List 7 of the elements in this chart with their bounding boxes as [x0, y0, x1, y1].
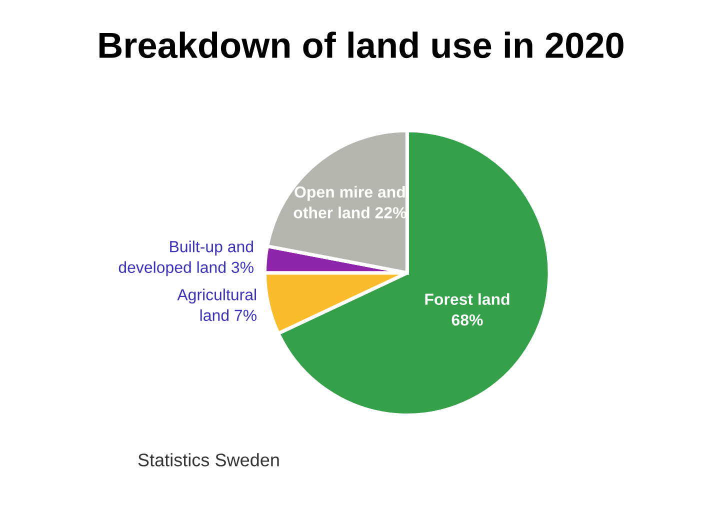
- chart-title: Breakdown of land use in 2020: [100, 32, 624, 58]
- slice-label: Agricultural land 7%: [177, 288, 256, 322]
- slice-label: Built-up and developed land 3%: [118, 240, 254, 276]
- data-label: 68%: [452, 314, 483, 326]
- text: Statistics Sweden: [138, 453, 279, 466]
- slice-label: Forest land: [425, 293, 510, 305]
- slice-label: Open mire and other land 22%: [294, 186, 406, 218]
